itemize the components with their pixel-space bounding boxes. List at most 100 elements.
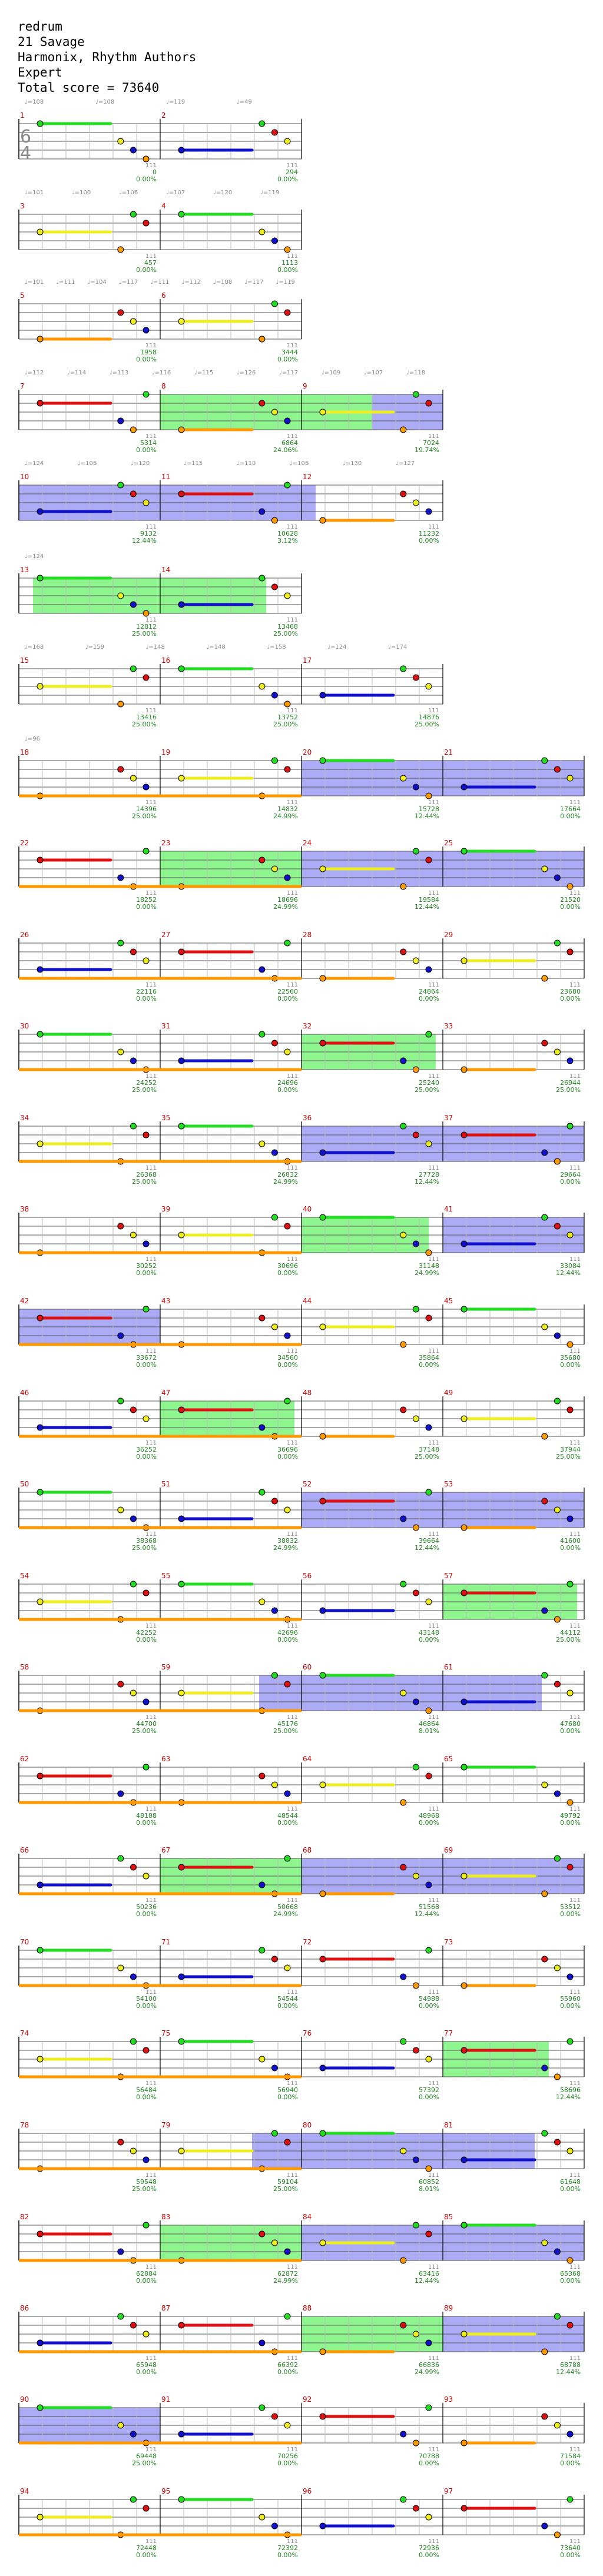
note-gem [460, 2505, 468, 2512]
tempo-marker: ♩=117 [279, 370, 298, 376]
measure-score: 13468 [277, 623, 298, 630]
note-gem [412, 1873, 419, 1880]
note-gem [284, 592, 291, 599]
note-gem [554, 1158, 561, 1165]
beat-count: 111 [145, 524, 157, 530]
note-gem [541, 1781, 548, 1788]
measure-number: 60 [303, 1663, 312, 1671]
note-gem [143, 848, 150, 855]
note-gem [117, 1223, 124, 1230]
note-gem [178, 2038, 185, 2045]
note-gem [554, 1616, 561, 1623]
measure-score: 35680 [560, 1354, 581, 1362]
note-gem [400, 1973, 407, 1980]
measure-score: 38832 [277, 1537, 298, 1545]
tempo-marker: ♩=124 [25, 553, 44, 560]
beat-count: 111 [428, 2355, 439, 2362]
tempo-marker: ♩=116 [152, 370, 171, 376]
measure-score: 30252 [136, 1262, 157, 1270]
note-gem [425, 857, 432, 864]
beat-count: 111 [569, 1897, 581, 1904]
tempo-marker: ♩=117 [119, 279, 138, 286]
note-gem [400, 1341, 407, 1348]
measure-number: 88 [303, 2304, 312, 2312]
measure-score: 51568 [419, 1903, 439, 1911]
measure-number: 92 [303, 2395, 312, 2404]
note-gem [541, 2239, 548, 2246]
beat-count: 111 [287, 2080, 298, 2087]
measure-number: 91 [161, 2395, 170, 2404]
measure-number: 27 [161, 931, 170, 939]
note-gem [425, 1707, 432, 1714]
measure-score: 24252 [136, 1079, 157, 1087]
note-gem [178, 1864, 185, 1871]
measure-percent: 0.00% [136, 2368, 157, 2376]
note-gem [412, 2156, 419, 2163]
tempo-marker: ♩=148 [146, 644, 165, 650]
tempo-marker: ♩=118 [406, 370, 425, 376]
measure-number: 25 [444, 839, 453, 847]
note-gem [143, 674, 150, 681]
measure-percent: 0.00% [560, 1727, 581, 1735]
chart-row: 38111302520.00%39111306960.00%4011131148… [18, 1205, 585, 1277]
note-gem [259, 1881, 266, 1888]
measure-number: 72 [303, 1938, 312, 1946]
song-artist: 21 Savage [18, 35, 85, 49]
note-gem [412, 784, 419, 791]
note-gem [541, 1890, 548, 1897]
note-gem [143, 784, 150, 791]
note-gem [259, 120, 266, 127]
note-gem [130, 665, 137, 672]
measure-percent: 0.00% [277, 356, 298, 363]
measure-percent: 0.00% [277, 1636, 298, 1644]
note-gem [271, 300, 278, 307]
note-gem [271, 1149, 278, 1156]
measure-percent: 0.00% [277, 1819, 298, 1827]
note-gem [37, 575, 44, 582]
note-gem [117, 1681, 124, 1688]
note-gem [319, 2522, 326, 2529]
note-gem [259, 966, 266, 973]
beat-count: 111 [428, 1531, 439, 1538]
tempo-marker: ♩=111 [150, 279, 169, 286]
measure-number: 41 [444, 1205, 453, 1213]
measure-percent: 0.00% [136, 1361, 157, 1369]
measure-score: 66392 [277, 2361, 298, 2369]
measure-number: 34 [20, 1114, 29, 1122]
tempo-marker: ♩=106 [78, 460, 97, 467]
beat-count: 111 [145, 1073, 157, 1080]
measure-number: 67 [161, 1846, 170, 1854]
chart-row: 62111481880.00%63111485440.00%6411148968… [18, 1755, 585, 1827]
note-gem [37, 2514, 44, 2521]
measure-number: 21 [444, 748, 453, 756]
measure-percent: 0.00% [419, 2459, 439, 2467]
note-gem [566, 948, 574, 955]
measure-percent: 25.00% [273, 1727, 298, 1735]
measure-number: 78 [20, 2121, 29, 2129]
note-gem [117, 766, 124, 773]
tempo-marker: ♩=159 [85, 644, 104, 650]
measure-percent: 0.00% [277, 1361, 298, 1369]
note-gem [425, 1947, 432, 1954]
measure-percent: 0.00% [277, 1086, 298, 1094]
measure-number: 50 [20, 1480, 29, 1488]
measure-percent: 0.00% [136, 1453, 157, 1460]
note-gem [271, 2130, 278, 2137]
chart-row: 581114470025.00%591114517625.00%60111468… [18, 1663, 585, 1735]
note-gem [178, 775, 185, 782]
note-gem [259, 857, 266, 864]
note-gem [541, 865, 548, 872]
measure-number: 42 [20, 1297, 29, 1305]
note-gem [37, 228, 44, 235]
beat-count: 111 [145, 2355, 157, 2362]
note-gem [460, 1415, 468, 1422]
measure-percent: 8.01% [419, 1727, 439, 1735]
measure-score: 49792 [560, 1812, 581, 1820]
beat-count: 111 [145, 1531, 157, 1538]
note-gem [284, 1332, 291, 1339]
measure-number: 82 [20, 2213, 29, 2221]
note-gem [178, 1123, 185, 1130]
measure-percent: 24.06% [273, 446, 298, 454]
note-gem [319, 1323, 326, 1330]
note-gem [143, 1698, 150, 1705]
